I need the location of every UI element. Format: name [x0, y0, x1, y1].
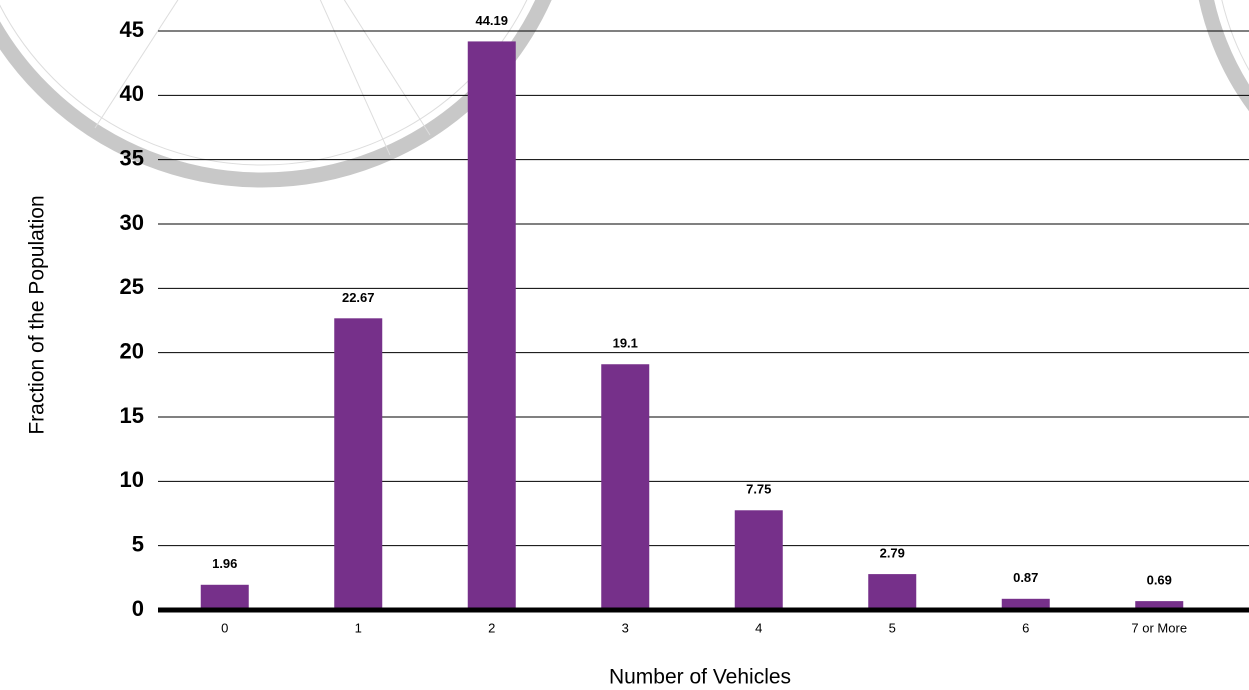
y-tick-label: 10: [120, 467, 144, 492]
bar: [601, 364, 650, 610]
bar: [734, 510, 783, 610]
value-label: 0.87: [1013, 570, 1038, 585]
y-tick-label: 0: [132, 596, 144, 621]
y-axis-title: Fraction of the Population: [26, 195, 49, 434]
x-tick-label: 4: [755, 620, 762, 635]
bar: [868, 574, 917, 610]
value-label: 2.79: [880, 546, 905, 561]
spoke: [319, 0, 391, 156]
value-label: 1.96: [212, 556, 237, 571]
bar: [467, 41, 516, 611]
y-tick-label: 25: [120, 274, 144, 299]
x-tick-label: 7 or More: [1131, 620, 1187, 635]
y-tick-label: 20: [120, 338, 144, 363]
wheel-rim: [1198, 0, 1249, 112]
bar: [200, 584, 249, 610]
x-tick-label: 0: [221, 620, 228, 635]
value-label: 19.1: [613, 336, 638, 351]
wheel-inner: [0, 0, 528, 166]
x-tick-label: 5: [889, 620, 896, 635]
bar: [334, 318, 383, 610]
bar: [1001, 598, 1050, 610]
value-label: 0.69: [1147, 573, 1172, 588]
spoke: [94, 0, 179, 129]
value-label: 22.67: [342, 290, 375, 305]
x-tick-label: 6: [1022, 620, 1029, 635]
y-tick-label: 30: [120, 210, 144, 235]
value-label: 44.19: [475, 13, 508, 28]
wheel-rim: [0, 0, 552, 188]
y-tick-label: 5: [132, 531, 144, 556]
y-tick-label: 45: [120, 17, 144, 42]
spoke: [343, 0, 431, 136]
x-tick-label: 2: [488, 620, 495, 635]
x-tick-label: 3: [622, 620, 629, 635]
x-tick-label: 1: [355, 620, 362, 635]
y-tick-label: 15: [120, 403, 144, 428]
x-axis-title: Number of Vehicles: [609, 666, 791, 689]
y-tick-label: 40: [120, 81, 144, 106]
bar: [1135, 601, 1184, 610]
y-tick-label: 35: [120, 145, 144, 170]
background-decoration: [0, 0, 1249, 188]
value-label: 7.75: [746, 482, 771, 497]
